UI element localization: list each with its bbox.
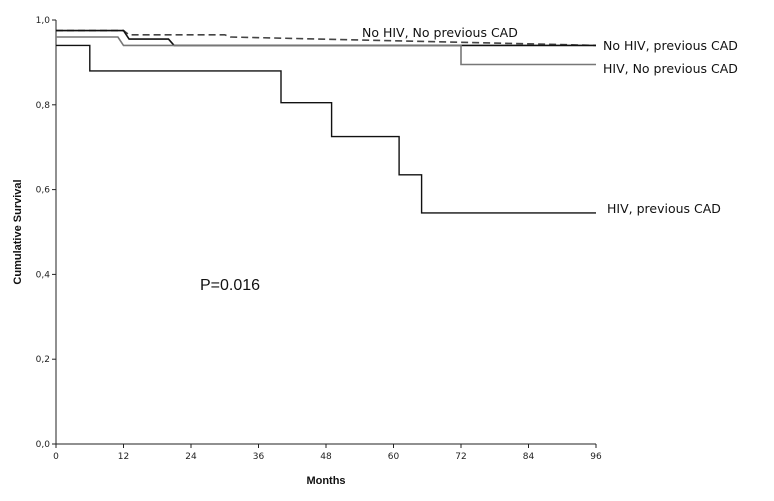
series-line-2: [56, 36, 596, 66]
x-tick-label: 60: [388, 452, 400, 462]
y-tick-label: 0,4: [36, 270, 51, 280]
ticks: 0 12 24 36 48 60 72 84 96 0,0 0,2 0,4 0,6 0,8 1,0: [36, 16, 602, 462]
y-axis-title: Cumulative Survival: [12, 179, 24, 284]
axes: [55, 20, 596, 445]
x-tick-label: 84: [523, 452, 535, 462]
y-tick-label: 0,6: [36, 186, 51, 196]
series-label-no-hiv-previous-cad: No HIV, previous CAD: [603, 38, 738, 53]
series-label-no-hiv-no-previous-cad: No HIV, No previous CAD: [362, 25, 518, 40]
x-axis-title: Months: [306, 475, 345, 487]
p-value-annotation: P=0.016: [200, 277, 260, 294]
x-tick-label: 36: [253, 452, 265, 462]
series-label-hiv-no-previous-cad: HIV, No previous CAD: [603, 61, 738, 76]
y-tick-label: 0,8: [36, 101, 51, 111]
x-tick-label: 48: [320, 452, 332, 462]
x-tick-label: 96: [590, 452, 602, 462]
series-group: [56, 29, 597, 214]
x-tick-label: 0: [53, 452, 59, 462]
x-tick-label: 12: [118, 452, 129, 462]
y-tick-label: 1,0: [36, 16, 51, 26]
x-tick-label: 24: [185, 452, 197, 462]
y-tick-label: 0,2: [36, 355, 50, 365]
series-label-hiv-previous-cad: HIV, previous CAD: [607, 201, 721, 216]
x-tick-label: 72: [455, 452, 466, 462]
series-line-3: [56, 44, 596, 214]
y-tick-label: 0,0: [36, 440, 51, 450]
